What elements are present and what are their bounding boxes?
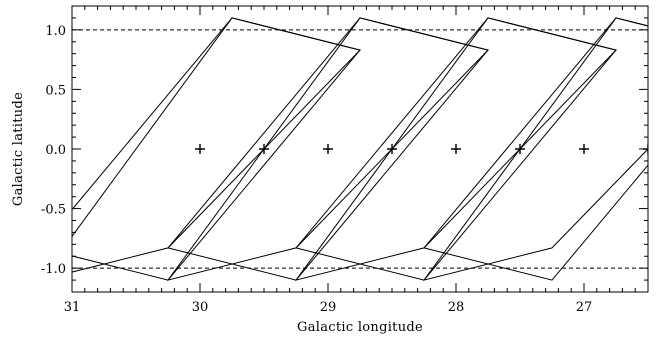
y-axis-label: Galactic latitude [11,92,26,206]
y-tick-label-0: 0.0 [45,143,66,158]
reference-lines [72,29,648,269]
field-outlines [72,17,648,281]
x-tick-label-27: 27 [576,300,593,315]
x-axis-label: Galactic longitude [297,320,423,335]
tick-labels: 31 30 29 28 27 1.0 0.5 0.0 -0.5 -1.0 [41,24,592,315]
y-tick-label--1: -1.0 [41,262,66,277]
y-tick-label-1: 1.0 [45,24,66,39]
field-outline-8 [422,17,648,281]
center-marker-3 [323,144,333,154]
plot-frame [71,5,649,293]
y-tick-label--0.5: -0.5 [41,203,66,218]
center-marker-4 [387,144,397,154]
center-marker-7 [579,144,589,154]
axis-ticks [71,5,649,293]
center-marker-1 [195,144,205,154]
field-centers [195,144,648,154]
x-tick-label-28: 28 [448,300,465,315]
x-tick-label-30: 30 [192,300,209,315]
field-outline-7 [423,17,648,281]
center-marker-5 [451,144,461,154]
center-marker-2 [259,144,269,154]
y-tick-label-0.5: 0.5 [45,83,66,98]
center-marker-6 [515,144,525,154]
x-tick-label-31: 31 [64,300,81,315]
x-tick-label-29: 29 [320,300,337,315]
